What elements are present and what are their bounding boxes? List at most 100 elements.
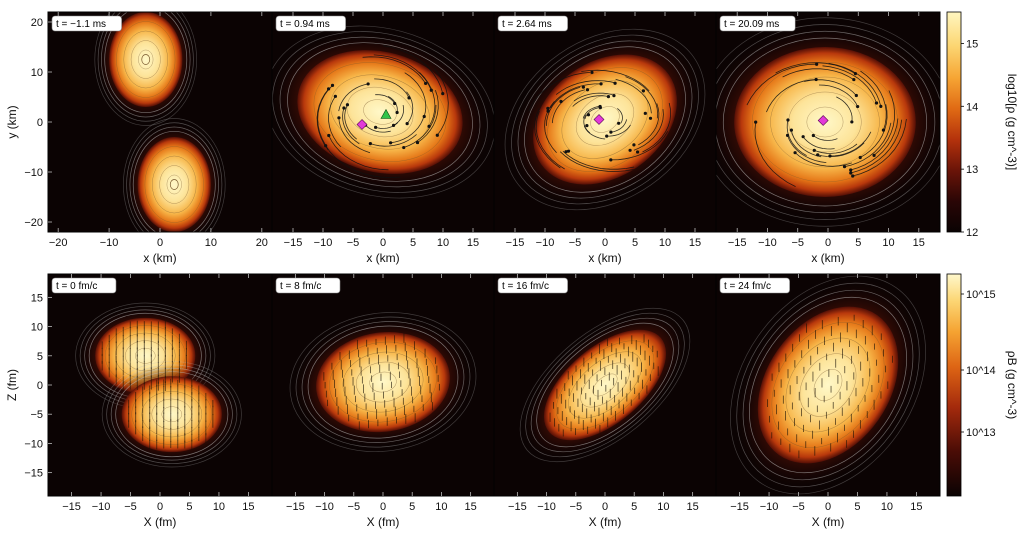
y-tick-label: 10 bbox=[31, 67, 43, 79]
x-tick-label: 5 bbox=[409, 501, 415, 513]
x-axis-label: X (fm) bbox=[144, 515, 177, 529]
streamline bbox=[316, 88, 329, 151]
x-tick-label: 15 bbox=[689, 237, 701, 249]
density-contour bbox=[289, 312, 477, 453]
tracer-particle bbox=[609, 130, 613, 134]
tracer-particle bbox=[424, 81, 428, 86]
x-tick-label: 5 bbox=[632, 237, 638, 249]
tracer-particle bbox=[879, 104, 883, 108]
x-tick-label: 0 bbox=[825, 237, 831, 249]
streamline bbox=[611, 119, 627, 133]
tracer-particle bbox=[613, 81, 617, 85]
tracer-particle bbox=[801, 135, 805, 139]
x-tick-label: 10 bbox=[435, 501, 447, 513]
streamline bbox=[375, 94, 396, 104]
streamline bbox=[373, 54, 432, 91]
density-contour bbox=[101, 12, 191, 118]
x-tick-label: −15 bbox=[508, 501, 527, 513]
density-inner-contour bbox=[369, 371, 397, 393]
x-tick-label: 15 bbox=[913, 237, 925, 249]
streamline bbox=[746, 63, 817, 106]
x-tick-label: 15 bbox=[687, 501, 699, 513]
tracer-particle bbox=[605, 134, 609, 138]
density-contour bbox=[132, 130, 216, 232]
streamline bbox=[572, 95, 610, 107]
density-inner-contour bbox=[575, 93, 635, 146]
streamline bbox=[859, 104, 888, 158]
tracer-particle bbox=[851, 174, 855, 178]
streamline bbox=[555, 80, 617, 95]
colorbar-tick-label: 15 bbox=[966, 38, 978, 50]
density-inner-contour bbox=[799, 353, 857, 417]
tracer-particle bbox=[842, 165, 847, 169]
density-inner-contour bbox=[806, 106, 844, 138]
density-contour bbox=[301, 321, 465, 443]
y-tick-label: −10 bbox=[24, 438, 43, 450]
x-tick-label: 5 bbox=[854, 501, 860, 513]
tracer-particle bbox=[849, 171, 853, 175]
streamline bbox=[328, 96, 342, 148]
density-contour bbox=[730, 275, 926, 495]
x-tick-label: −5 bbox=[347, 237, 360, 249]
x-axis-label: x (km) bbox=[811, 251, 844, 265]
x-tick-label: 5 bbox=[186, 501, 192, 513]
tracer-particle bbox=[854, 93, 858, 98]
tracer-particle bbox=[599, 82, 603, 86]
density-contour bbox=[504, 28, 706, 211]
density-contour bbox=[307, 325, 459, 439]
x-tick-label: 5 bbox=[855, 237, 861, 249]
x-tick-label: −10 bbox=[536, 237, 555, 249]
streamline bbox=[544, 101, 557, 154]
density-inner-contour bbox=[138, 49, 154, 70]
tracer-particle bbox=[566, 149, 571, 153]
x-tick-label: 15 bbox=[467, 237, 479, 249]
streamline bbox=[390, 115, 425, 144]
density-inner-contour bbox=[161, 406, 183, 423]
streamline bbox=[633, 109, 664, 151]
streamline bbox=[551, 89, 586, 124]
y-tick-label: −20 bbox=[24, 217, 43, 229]
density-contour bbox=[104, 12, 188, 114]
time-label: t = 0 fm/c bbox=[56, 281, 97, 292]
time-label-box: t = 2.64 ms bbox=[497, 15, 568, 32]
x-tick-label: −10 bbox=[537, 501, 556, 513]
x-tick-label: −5 bbox=[569, 237, 582, 249]
x-tick-label: 10 bbox=[659, 237, 671, 249]
density-core bbox=[109, 12, 183, 107]
y-axis-label: y (km) bbox=[5, 105, 19, 138]
x-tick-label: 15 bbox=[242, 501, 254, 513]
tracer-particle bbox=[333, 94, 337, 98]
x-tick-label: 10 bbox=[657, 501, 669, 513]
streamline bbox=[559, 151, 634, 172]
tracer-particle bbox=[849, 168, 853, 172]
density-inner-contour bbox=[568, 351, 642, 419]
streamline bbox=[406, 91, 414, 124]
density-inner-contour bbox=[813, 369, 843, 401]
x-tick-label: −5 bbox=[792, 501, 805, 513]
density-inner-contour bbox=[590, 106, 620, 133]
x-tick-label: −10 bbox=[100, 237, 119, 249]
streamline bbox=[528, 72, 591, 112]
tracer-particle bbox=[617, 121, 621, 125]
density-contour bbox=[749, 296, 907, 474]
colorbar-tick-label: 12 bbox=[966, 227, 978, 239]
streamline bbox=[822, 65, 877, 104]
streamline bbox=[836, 96, 853, 122]
streamline bbox=[344, 104, 357, 140]
x-tick-label: −5 bbox=[348, 501, 361, 513]
tracer-particle bbox=[793, 151, 797, 155]
y-tick-label: 10 bbox=[31, 322, 43, 334]
streamline bbox=[562, 150, 635, 170]
x-tick-label: −5 bbox=[791, 237, 804, 249]
streamline bbox=[852, 119, 907, 177]
y-axis-label: Z (fm) bbox=[5, 369, 19, 401]
streamline bbox=[338, 117, 371, 154]
tracer-particle bbox=[606, 94, 611, 99]
colorbar-tick-label: 13 bbox=[966, 164, 978, 176]
tracer-particle bbox=[872, 153, 876, 157]
tracer-particle bbox=[754, 120, 758, 124]
tracer-particle bbox=[585, 88, 590, 92]
x-tick-label: 10 bbox=[882, 237, 894, 249]
streamline bbox=[417, 89, 439, 143]
colorbar-tick-label: 10^14 bbox=[966, 365, 996, 377]
